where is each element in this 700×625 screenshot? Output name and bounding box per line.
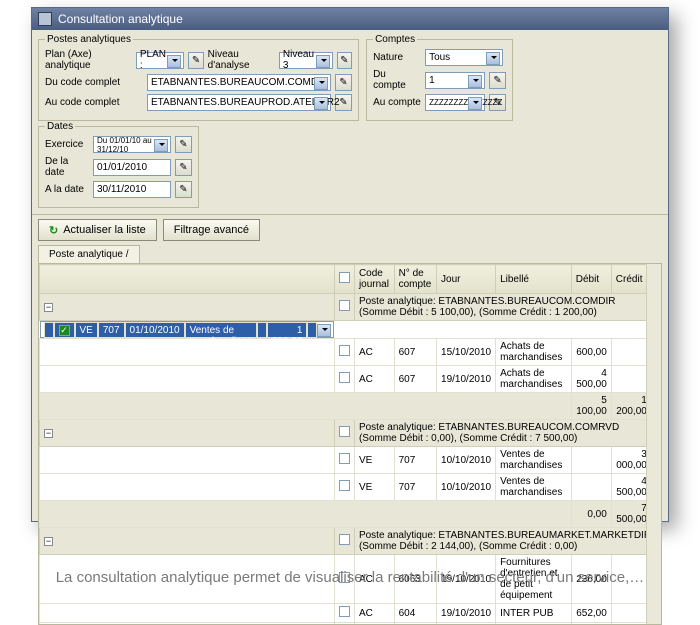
col-compte[interactable]: N° de compte [394,265,436,294]
ducode-label: Du code complet [45,77,143,88]
app-icon [38,12,52,26]
exercice-label: Exercice [45,139,89,150]
exercice-select[interactable]: Du 01/01/10 au 31/12/10 [93,136,171,153]
window-title: Consultation analytique [58,12,183,26]
plan-label: Plan (Axe) analytique [45,49,132,71]
page-caption: La consultation analytique permet de vis… [0,569,700,586]
col-expand [40,265,335,294]
aucode-label: Au code complet [45,97,143,108]
plan-edit-icon[interactable]: ✎ [188,52,203,69]
niveau-edit-icon[interactable]: ✎ [337,52,352,69]
postes-legend: Postes analytiques [45,34,133,45]
aucompte-label: Au compte [373,97,421,108]
aucode-select[interactable]: ETABNANTES.BUREAUPROD.ATELIER2 [147,94,331,111]
exercice-edit-icon[interactable]: ✎ [175,136,192,153]
refresh-icon: ↻ [49,224,58,237]
collapse-icon[interactable]: − [44,303,53,312]
col-debit[interactable]: Débit [571,265,611,294]
table-row: VE70710/10/2010Ventes de marchandises3 0… [40,447,661,474]
dates-legend: Dates [45,121,75,132]
group-total: 5 100,001 200,00 [40,393,661,420]
ducode-select[interactable]: ETABNANTES.BUREAUCOM.COMDIR [147,74,331,91]
group-header: −Poste analytique: ETABNANTES.BUREAUCOM.… [40,420,661,447]
dedate-input[interactable]: 01/01/2010 [93,159,171,176]
adate-cal-icon[interactable]: ✎ [175,181,192,198]
table-row: VE70710/10/2010Ventes de marchandises4 5… [40,474,661,501]
group-header: −Poste analytique: ETABNANTES.BUREAUCOM.… [40,294,661,321]
nature-label: Nature [373,52,421,63]
adate-input[interactable]: 30/11/2010 [93,181,171,198]
group-header: −Poste analytique: ETABNANTES.BUREAUMARK… [40,528,661,555]
tab-poste[interactable]: Poste analytique / [38,245,140,263]
table-row: ✓VE70701/10/2010Ventes de marchandises1 … [40,321,335,338]
ducompte-select[interactable]: 1 [425,72,485,89]
table-row: AC60715/10/2010Achats de marchandises600… [40,339,661,366]
filter-panel: Postes analytiques Plan (Axe) analytique… [32,30,668,215]
ducompte-edit-icon[interactable]: ✎ [489,72,506,89]
filter-button[interactable]: Filtrage avancé [163,219,260,241]
niveau-select[interactable]: Niveau 3 [279,52,333,69]
col-libelle[interactable]: Libellé [496,265,572,294]
plan-select[interactable]: PLAN : [136,52,184,69]
app-window: Consultation analytique Postes analytiqu… [31,7,669,522]
group-total: 0,007 500,00 [40,501,661,528]
col-check[interactable] [334,265,354,294]
table-row: AC60419/10/2010INTER PUB652,00 [40,604,661,623]
col-jour[interactable]: Jour [437,265,496,294]
aucompte-select[interactable]: ZZZZZZZZZZZZZZZ [425,94,485,111]
dedate-edit-icon[interactable]: ✎ [175,159,192,176]
table-row: AC60719/10/2010Achats de marchandises4 5… [40,366,661,393]
toolbar: ↻Actualiser la liste Filtrage avancé [32,215,668,245]
col-journal[interactable]: Code journal [354,265,394,294]
comptes-legend: Comptes [373,34,417,45]
titlebar: Consultation analytique [32,8,668,30]
niveau-label: Niveau d'analyse [208,49,275,71]
dedate-label: De la date [45,156,89,178]
nature-select[interactable]: Tous [425,49,503,66]
refresh-button[interactable]: ↻Actualiser la liste [38,219,157,241]
ducompte-label: Du compte [373,69,421,91]
ducode-edit-icon[interactable]: ✎ [335,74,352,91]
adate-label: A la date [45,184,89,195]
